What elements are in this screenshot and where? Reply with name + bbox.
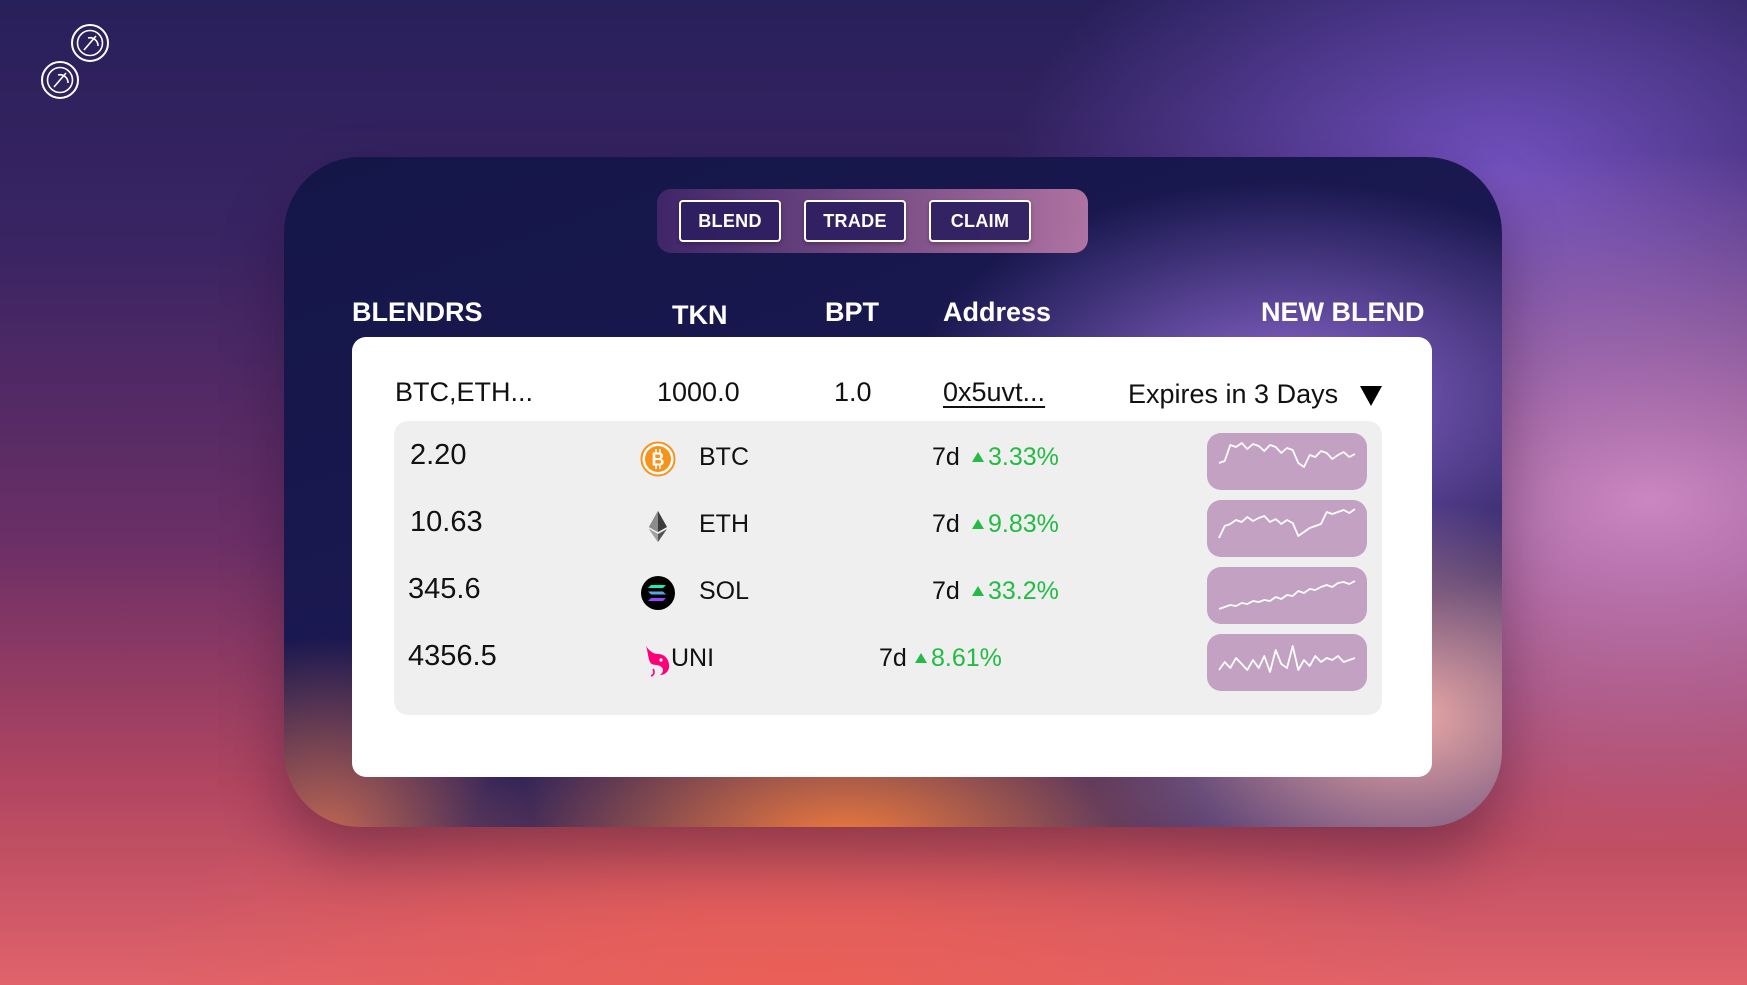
tab-claim[interactable]: CLAIM (929, 200, 1031, 242)
asset-amount: 2.20 (410, 439, 467, 471)
sparkline-chart (1218, 442, 1356, 468)
asset-row[interactable]: 345.6 SOL 7d 33.2% (394, 563, 1382, 624)
asset-amount: 10.63 (410, 506, 483, 538)
solana-icon (641, 576, 675, 610)
arrow-up-icon (972, 452, 984, 462)
asset-row[interactable]: 10.63 ETH 7d 9.83% (394, 496, 1382, 557)
asset-change: 33.2% (988, 577, 1059, 605)
header-bpt: BPT (825, 297, 879, 327)
header-tkn: TKN (672, 300, 728, 330)
blend-panel: BTC,ETH... 1000.0 1.0 0x5uvt... Expires … (352, 337, 1432, 777)
arrow-up-icon (972, 586, 984, 596)
coins-logo-icon (41, 24, 109, 99)
asset-row[interactable]: 4356.5 UNI 7d 8.61% (394, 630, 1382, 691)
blend-tkn-value: 1000.0 (657, 377, 740, 407)
asset-list: 2.20 B BTC 7d 3.33% 10.63 (394, 421, 1382, 715)
blend-bpt-value: 1.0 (834, 377, 872, 407)
asset-change: 3.33% (988, 443, 1059, 471)
asset-sparkline[interactable] (1207, 567, 1367, 624)
asset-period: 7d (932, 443, 960, 471)
header-new-blend: NEW BLEND (1261, 297, 1425, 327)
asset-symbol: ETH (699, 510, 749, 538)
asset-period: 7d (932, 510, 960, 538)
tab-bar: BLEND TRADE CLAIM (657, 189, 1088, 253)
tab-trade[interactable]: TRADE (804, 200, 906, 242)
asset-period: 7d (879, 644, 907, 672)
asset-period: 7d (932, 577, 960, 605)
asset-symbol: BTC (699, 443, 749, 471)
uniswap-icon (646, 646, 670, 677)
asset-sparkline[interactable] (1207, 500, 1367, 557)
svg-text:B: B (652, 450, 665, 470)
bitcoin-icon: B (640, 441, 676, 477)
blend-name: BTC,ETH... (395, 377, 534, 407)
blend-card: BLEND TRADE CLAIM BLENDRS TKN BPT Addres… (284, 157, 1502, 827)
ethereum-icon (649, 511, 667, 542)
tab-blend[interactable]: BLEND (679, 200, 781, 242)
blend-address-link[interactable]: 0x5uvt... (943, 377, 1046, 407)
asset-sparkline[interactable] (1207, 634, 1367, 691)
asset-amount: 4356.5 (408, 640, 497, 672)
asset-sparkline[interactable] (1207, 433, 1367, 490)
asset-amount: 345.6 (408, 573, 481, 605)
asset-change: 8.61% (931, 644, 1002, 672)
header-blendrs: BLENDRS (352, 297, 483, 327)
asset-change: 9.83% (988, 510, 1059, 538)
chevron-down-icon (1360, 386, 1383, 406)
asset-row[interactable]: 2.20 B BTC 7d 3.33% (394, 429, 1382, 490)
asset-symbol: UNI (671, 644, 715, 672)
sparkline-chart (1218, 580, 1356, 610)
sparkline-chart (1218, 645, 1356, 673)
asset-symbol: SOL (699, 577, 750, 605)
arrow-up-icon (972, 519, 984, 529)
arrow-up-icon (915, 653, 927, 663)
header-address: Address (943, 297, 1052, 327)
expires-label: Expires in 3 Days (1128, 378, 1339, 409)
expires-dropdown[interactable]: Expires in 3 Days (1128, 375, 1383, 413)
sparkline-chart (1218, 508, 1356, 539)
